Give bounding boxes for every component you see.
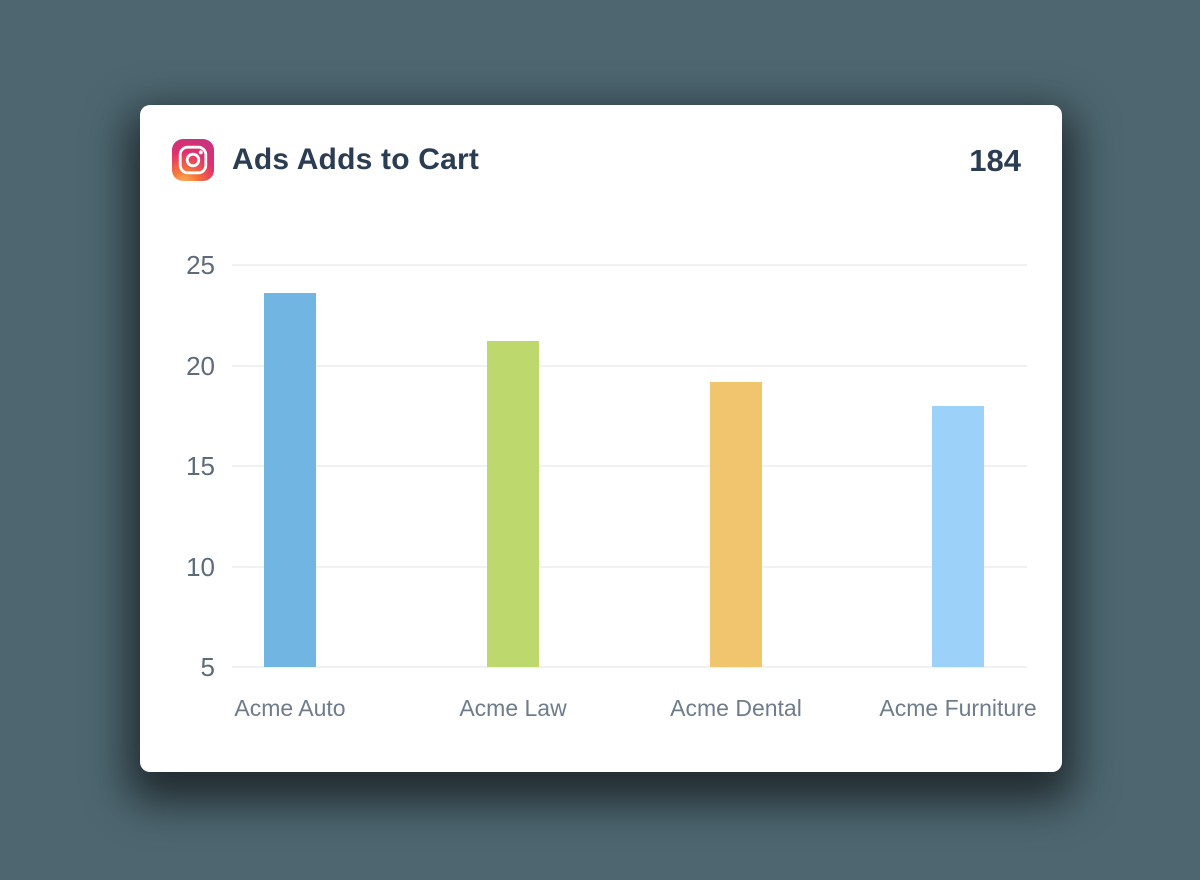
bar-acme-law[interactable]	[487, 341, 539, 667]
y-tick-label-10: 10	[186, 551, 215, 582]
y-tick-label-5: 5	[200, 652, 215, 682]
instagram-icon	[172, 139, 214, 181]
total-value: 184	[969, 143, 1021, 178]
gridline-15	[232, 465, 1027, 467]
bar-acme-furniture[interactable]	[932, 405, 984, 667]
bar-chart: 25 20 15 10 5 Acme Auto Acme Law Acme Dental Acm…	[140, 105, 1062, 772]
y-tick-label-15: 15	[186, 451, 215, 481]
gridline-20	[232, 364, 1027, 367]
bar-acme-auto[interactable]	[264, 293, 316, 667]
x-axis-label-acme-dental: Acme Dental	[670, 695, 802, 721]
card-title: Ads Adds to Cart	[232, 143, 480, 176]
chart-card: Ads Adds to Cart 184 25 20 15 10 5 Acme Auto A…	[140, 105, 1062, 772]
gridline-5	[232, 666, 1027, 668]
x-axis-label-acme-furniture: Acme Furniture	[879, 695, 1037, 721]
gridline-25	[232, 264, 1027, 266]
y-tick-label-25: 25	[186, 250, 215, 280]
x-axis-label-acme-auto: Acme Auto	[234, 695, 346, 721]
gridline-10	[232, 565, 1027, 568]
y-tick-label-20: 20	[186, 350, 215, 381]
bar-acme-dental[interactable]	[710, 381, 762, 667]
x-axis-label-acme-law: Acme Law	[459, 695, 567, 721]
card-header: Ads Adds to Cart 184	[140, 105, 1062, 215]
